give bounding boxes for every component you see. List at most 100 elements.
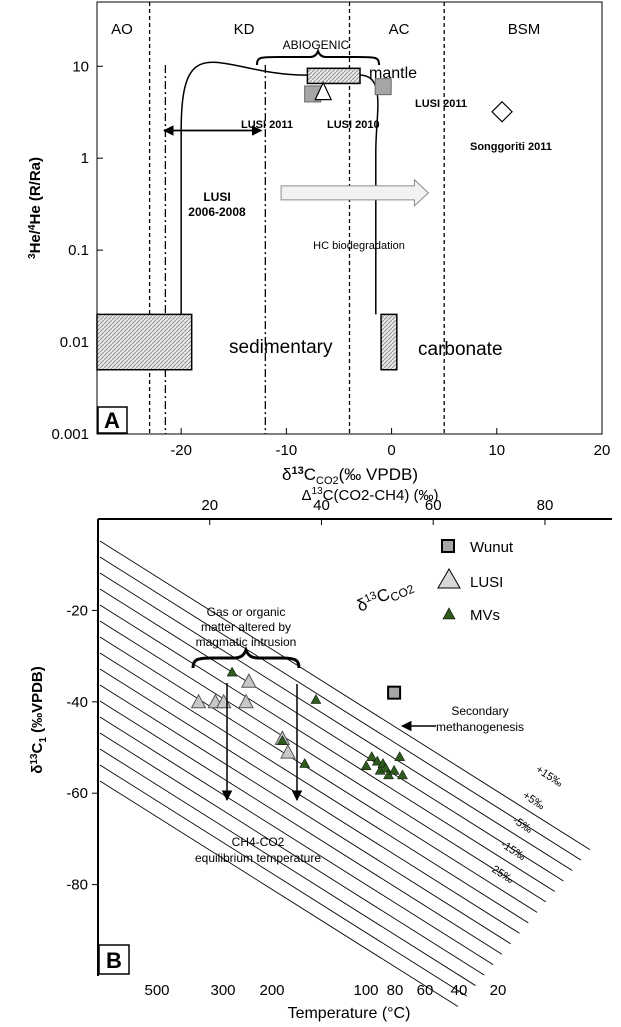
isoline-1 — [99, 556, 582, 861]
isoline-0 — [99, 540, 591, 851]
mv-point — [380, 762, 392, 773]
panel-b-label-box — [98, 944, 130, 975]
x-tick-label: -20 — [170, 442, 192, 459]
temperature-tick-label: 60 — [417, 982, 434, 999]
mixing-curve-sedimentary — [180, 61, 308, 315]
temperature-tick-label: 20 — [490, 982, 507, 999]
isoline-10 — [99, 700, 503, 955]
isoline-15 — [99, 780, 459, 1007]
temperature-tick-label: 40 — [451, 982, 468, 999]
mantle-label: mantle — [369, 65, 417, 82]
x-tick-label: 0 — [387, 442, 395, 459]
isoline-9 — [99, 684, 511, 945]
mv-point — [366, 751, 378, 761]
panel-a-label-box — [97, 406, 128, 434]
annotation-gas-line3: magmatic intrusion — [196, 635, 297, 649]
mv-point — [276, 735, 288, 745]
lusi-2011-label-right: LUSI 2011 — [415, 98, 467, 110]
legend: Wunut LUSI MVs — [437, 539, 514, 624]
mv-point — [360, 760, 372, 771]
annotation-gas-brace — [191, 645, 301, 669]
isoline-14 — [99, 764, 467, 997]
legend-wunut-marker — [441, 539, 455, 553]
lusi-point — [190, 693, 207, 709]
zone-label-kd: KD — [234, 21, 255, 38]
songgoriti-label: Songgoriti 2011 — [470, 141, 552, 153]
lusi-point — [241, 673, 257, 688]
mixing-curve-carbonate — [359, 74, 379, 315]
panel-b-y-axis-title: δ13C1 (‰VPDB) — [29, 666, 49, 773]
x-tick-label: 20 — [594, 442, 611, 459]
y-tick-label: -40 — [66, 694, 88, 711]
mv-point — [371, 755, 383, 766]
panel-a-x-axis-title: δ13CCO2(‰ VPDB) — [282, 465, 418, 487]
lusi-2010-label: LUSI 2010 — [327, 119, 380, 131]
temperature-tick-label: 300 — [210, 982, 235, 999]
panel-b-label: B — [106, 948, 122, 973]
isoline-label: -25‰ — [486, 861, 515, 886]
annotation-gas-line2: matter altered by — [201, 620, 291, 634]
isoline-label: +15‰ — [533, 763, 564, 789]
x-tick-label: 10 — [488, 442, 505, 459]
y-tick-label: 0.001 — [51, 426, 89, 443]
sedimentary-label: sedimentary — [229, 337, 333, 358]
isoline-6 — [99, 636, 538, 913]
top-x-tick-label: 60 — [425, 497, 442, 514]
annotation-gas-line1: Gas or organic — [207, 605, 286, 619]
legend-wunut-label: Wunut — [470, 539, 514, 556]
y-tick-label: 10 — [72, 58, 89, 75]
mv-point — [397, 769, 408, 780]
isoline-8 — [99, 668, 520, 934]
carbonate-label: carbonate — [418, 339, 503, 360]
zone-label-ao: AO — [111, 21, 133, 38]
zone-label-bsm: BSM — [508, 21, 541, 38]
isoline-13 — [99, 748, 476, 986]
isoline-12 — [99, 732, 485, 976]
isoline-3 — [99, 588, 564, 882]
panel-b: +15‰+5‰-5‰ -15‰-25‰ 20 40 60 80 -20 -40 -60 -80 5… — [29, 486, 612, 1022]
y-tick-label: -60 — [66, 785, 88, 802]
lusi-2011-label-left: LUSI 2011 — [241, 119, 293, 131]
lusi-2010-point — [314, 81, 333, 101]
temperature-tick-label: 500 — [144, 982, 169, 999]
panel-a-label: A — [104, 408, 120, 433]
abiogenic-brace — [256, 47, 380, 66]
isoline-7 — [99, 652, 529, 924]
songgoriti-2011-point — [491, 100, 513, 123]
isoline-2 — [99, 572, 573, 871]
mantle-end-member-box — [306, 67, 361, 85]
zone-label-ac: AC — [389, 21, 410, 38]
isoline-label: +5‰ — [520, 789, 546, 812]
legend-mvs-label: MVs — [470, 607, 500, 624]
legend-lusi-label: LUSI — [470, 574, 503, 591]
temperature-tick-label: 80 — [387, 982, 404, 999]
d13c-co2-isoline-label: δ13CCO2 — [354, 574, 417, 618]
y-tick-label: 0.1 — [68, 242, 89, 259]
top-x-tick-label: 20 — [201, 497, 218, 514]
lusi-point — [280, 744, 296, 759]
x-tick-label: -10 — [276, 442, 298, 459]
annotation-equilibrium-line2: equilibrium temperature — [195, 851, 321, 865]
mv-point — [394, 751, 406, 761]
mv-point — [226, 666, 238, 677]
annotation-equilibrium-line1: CH4-CO2 — [232, 835, 285, 849]
legend-mvs-marker — [442, 607, 456, 620]
lusi-point — [238, 693, 254, 709]
isoline-5 — [99, 620, 547, 903]
hc-biodegradation-arrow — [280, 178, 430, 207]
y-tick-label: -80 — [66, 877, 88, 894]
panel-b-top-axis-title: Δ13C(CO2-CH4) (‰) — [302, 486, 439, 504]
isoline-4 — [99, 604, 555, 892]
abiogenic-label: ABIOGENIC — [283, 38, 350, 52]
annotation-secondary-line2: methanogenesis — [436, 720, 524, 734]
temperature-tick-label: 100 — [353, 982, 378, 999]
y-tick-label: 0.01 — [60, 334, 89, 351]
top-x-tick-label: 80 — [537, 497, 554, 514]
y-tick-label: -20 — [66, 602, 88, 619]
isoline-11 — [99, 716, 494, 966]
carbonate-end-member-box — [380, 313, 398, 371]
panel-b-x-axis-title: Temperature (°C) — [288, 1005, 411, 1022]
mv-point — [299, 757, 311, 768]
